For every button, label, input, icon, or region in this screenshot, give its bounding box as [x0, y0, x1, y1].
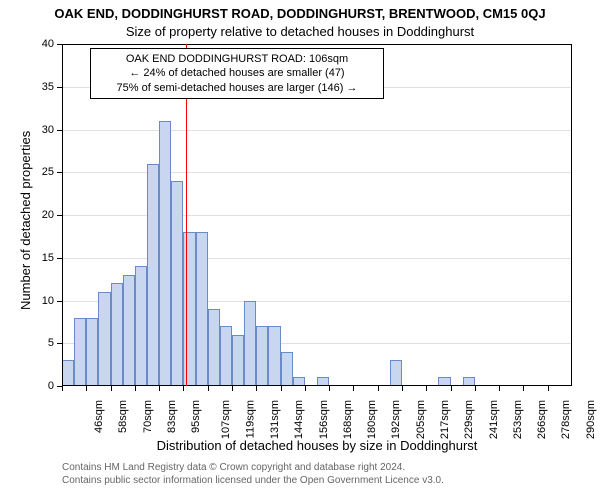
- x-tick-mark: [62, 386, 63, 391]
- x-tick-mark: [353, 386, 354, 391]
- y-tick-label: 40: [32, 38, 54, 50]
- x-tick-label: 144sqm: [293, 400, 305, 439]
- x-tick-mark: [256, 386, 257, 391]
- x-tick-label: 107sqm: [221, 400, 233, 439]
- x-tick-label: 58sqm: [117, 400, 129, 433]
- chart-title-address: OAK END, DODDINGHURST ROAD, DODDINGHURST…: [0, 6, 600, 21]
- x-tick-label: 46sqm: [93, 400, 105, 433]
- histogram-bar: [123, 275, 135, 386]
- x-tick-label: 168sqm: [342, 400, 354, 439]
- y-tick-label: 10: [32, 295, 54, 307]
- x-tick-mark: [548, 386, 549, 391]
- axis-spine: [62, 44, 63, 386]
- histogram-bar: [111, 283, 123, 386]
- y-tick-label: 35: [32, 81, 54, 93]
- x-tick-mark: [208, 386, 209, 391]
- x-tick-mark: [111, 386, 112, 391]
- histogram-bar: [135, 266, 147, 386]
- histogram-bar: [98, 292, 110, 386]
- x-tick-mark: [159, 386, 160, 391]
- annotation-line2: ← 24% of detached houses are smaller (47…: [97, 66, 377, 80]
- y-tick-label: 20: [32, 209, 54, 221]
- histogram-bar: [268, 326, 280, 386]
- chart-subtitle: Size of property relative to detached ho…: [0, 24, 600, 39]
- histogram-bar: [171, 181, 183, 386]
- x-tick-mark: [523, 386, 524, 391]
- histogram-bar: [244, 301, 256, 387]
- x-tick-label: 290sqm: [585, 400, 597, 439]
- x-tick-label: 192sqm: [391, 400, 403, 439]
- grid-line: [62, 172, 572, 173]
- histogram-bar: [74, 318, 86, 386]
- y-tick-label: 5: [32, 337, 54, 349]
- x-tick-mark: [426, 386, 427, 391]
- grid-line: [62, 215, 572, 216]
- x-tick-mark: [305, 386, 306, 391]
- footer-attribution: Contains HM Land Registry data © Crown c…: [62, 462, 572, 487]
- grid-line: [62, 258, 572, 259]
- x-tick-mark: [402, 386, 403, 391]
- histogram-bar: [147, 164, 159, 386]
- histogram-bar: [196, 232, 208, 386]
- y-tick-label: 25: [32, 166, 54, 178]
- x-tick-label: 131sqm: [269, 400, 281, 439]
- histogram-bar: [232, 335, 244, 386]
- histogram-bar: [208, 309, 220, 386]
- x-tick-label: 119sqm: [244, 400, 256, 438]
- x-tick-label: 241sqm: [488, 400, 500, 439]
- footer-line1: Contains HM Land Registry data © Crown c…: [62, 462, 572, 475]
- x-tick-label: 217sqm: [439, 400, 451, 439]
- x-tick-label: 253sqm: [512, 400, 524, 439]
- axis-spine: [62, 44, 572, 45]
- histogram-bar: [159, 121, 171, 386]
- x-tick-mark: [86, 386, 87, 391]
- annotation-box: OAK END DODDINGHURST ROAD: 106sqm ← 24% …: [90, 48, 384, 99]
- grid-line: [62, 130, 572, 131]
- axis-spine: [62, 385, 572, 386]
- x-tick-mark: [475, 386, 476, 391]
- x-tick-label: 266sqm: [536, 400, 548, 439]
- x-tick-label: 70sqm: [142, 400, 154, 433]
- x-tick-mark: [451, 386, 452, 391]
- histogram-bar: [62, 360, 74, 386]
- annotation-line1: OAK END DODDINGHURST ROAD: 106sqm: [97, 52, 377, 66]
- y-tick-label: 0: [32, 380, 54, 392]
- x-axis-label: Distribution of detached houses by size …: [62, 438, 572, 453]
- x-tick-mark: [329, 386, 330, 391]
- histogram-bar: [86, 318, 98, 386]
- chart-container: OAK END, DODDINGHURST ROAD, DODDINGHURST…: [0, 0, 600, 500]
- y-tick-label: 15: [32, 252, 54, 264]
- x-tick-label: 156sqm: [318, 400, 330, 439]
- histogram-bar: [281, 352, 293, 386]
- x-tick-mark: [281, 386, 282, 391]
- x-tick-mark: [232, 386, 233, 391]
- footer-line2: Contains public sector information licen…: [62, 475, 572, 488]
- x-tick-label: 278sqm: [561, 400, 573, 439]
- x-tick-mark: [378, 386, 379, 391]
- histogram-bar: [390, 360, 402, 386]
- histogram-bar: [220, 326, 232, 386]
- histogram-bar: [256, 326, 268, 386]
- x-tick-label: 95sqm: [190, 400, 202, 433]
- x-tick-label: 180sqm: [366, 400, 378, 439]
- x-tick-label: 83sqm: [166, 400, 178, 433]
- x-tick-mark: [183, 386, 184, 391]
- x-tick-mark: [499, 386, 500, 391]
- axis-spine: [571, 44, 572, 386]
- y-axis-label: Number of detached properties: [18, 131, 33, 310]
- x-tick-mark: [135, 386, 136, 391]
- annotation-line3: 75% of semi-detached houses are larger (…: [97, 81, 377, 95]
- x-tick-label: 229sqm: [463, 400, 475, 439]
- y-tick-label: 30: [32, 124, 54, 136]
- x-tick-label: 205sqm: [415, 400, 427, 439]
